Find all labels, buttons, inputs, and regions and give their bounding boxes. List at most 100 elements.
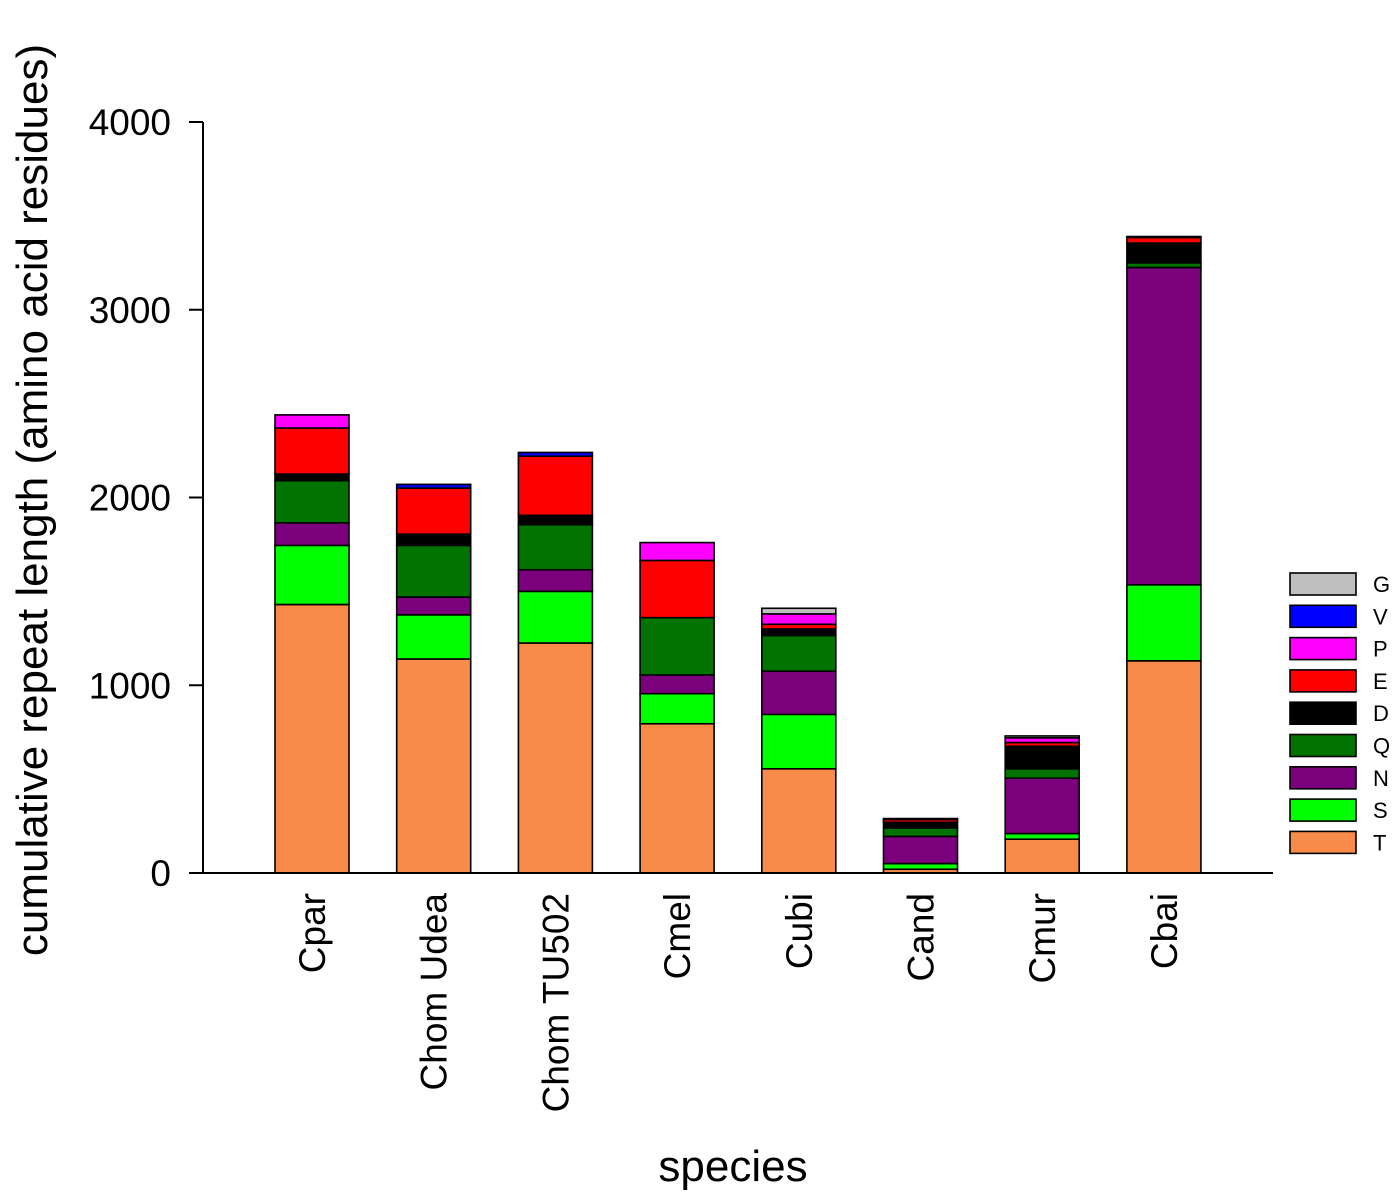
bar-cpar-q	[274, 479, 350, 524]
legend-swatch-e	[1289, 669, 1357, 693]
bar-chom-udea-e	[395, 487, 472, 535]
bar-chom-tu502-d	[517, 514, 594, 526]
legend-entry-p: P	[1289, 636, 1388, 662]
bar-chom-udea-s	[395, 614, 472, 660]
legend-label-p: P	[1373, 637, 1388, 662]
bar-cpar-p	[274, 414, 350, 429]
bar-cmel-n	[639, 674, 715, 695]
legend-swatch-n	[1289, 765, 1357, 790]
bar-cubi-g	[760, 607, 837, 615]
bar-cpar-d	[274, 473, 350, 482]
legend-label-n: N	[1373, 766, 1389, 791]
bar-cmur-s	[1004, 832, 1081, 841]
bar-chom-udea-q	[395, 544, 472, 598]
bar-chom-tu502-s	[517, 590, 594, 644]
y-tick-label-0: 0	[150, 853, 171, 894]
legend-swatch-p	[1289, 636, 1357, 661]
bar-cbai-e	[1126, 236, 1202, 244]
legend-entry-d: D	[1289, 701, 1389, 726]
y-axis-title: cumulative repeat length (amino acid res…	[8, 44, 57, 956]
legend-swatch-q	[1289, 733, 1357, 758]
bar-cmel-q	[639, 616, 715, 676]
y-tick-label-2000: 2000	[89, 478, 171, 519]
bar-chom-udea-d	[395, 533, 472, 547]
y-axis-ticks: 0 1000 2000 3000 4000	[89, 102, 203, 894]
bar-cmel-e	[639, 559, 715, 619]
bar-cand-d	[882, 821, 959, 829]
axes	[202, 122, 1273, 874]
legend-entry-q: Q	[1289, 733, 1390, 759]
x-tick-label-cubi: Cubi	[779, 893, 820, 969]
bar-cmel-t	[639, 722, 715, 874]
legend-swatch-g	[1289, 572, 1357, 596]
bar-cbai-s	[1126, 584, 1202, 662]
bar-cbai-t	[1126, 660, 1202, 874]
bar-cpar-e	[274, 427, 350, 475]
legend-entry-n: N	[1289, 765, 1389, 791]
bar-stack-cmel	[639, 541, 715, 874]
y-tick-label-1000: 1000	[89, 665, 171, 706]
legend-label-q: Q	[1373, 734, 1390, 759]
x-tick-label-cbai: Cbai	[1144, 893, 1185, 969]
bar-cbai-d	[1126, 242, 1202, 264]
bar-cand-s	[882, 862, 959, 871]
legend-entry-v: V	[1289, 604, 1388, 629]
legend-entry-e: E	[1289, 669, 1388, 694]
bar-chom-udea-t	[395, 658, 472, 874]
bar-chom-udea-n	[395, 596, 472, 616]
legend-entry-g: G	[1289, 572, 1390, 597]
bar-cand-n	[882, 835, 959, 865]
bar-cmur-q	[1004, 767, 1081, 779]
x-tick-label-cmur: Cmur	[1022, 893, 1063, 983]
x-axis-title: species	[658, 1142, 807, 1191]
legend-entry-s: S	[1289, 798, 1388, 823]
bar-stack-chom-udea	[395, 483, 472, 874]
bar-cand-p	[882, 817, 959, 821]
x-tick-label-cpar: Cpar	[292, 893, 333, 973]
bar-cubi-s	[760, 713, 837, 770]
legend-entry-t: T	[1289, 830, 1386, 855]
x-tick-label-chom-udea: Chom Udea	[414, 893, 455, 1091]
bar-stack-cmur	[1004, 735, 1081, 874]
bar-chom-tu502-t	[517, 642, 594, 874]
bar-cmur-n	[1004, 777, 1081, 835]
bar-cubi-p	[760, 613, 837, 626]
bar-stack-cbai	[1126, 235, 1202, 874]
bar-cmel-s	[639, 692, 715, 725]
legend-swatch-v	[1289, 604, 1357, 629]
bar-cubi-d	[760, 628, 837, 637]
bar-stack-cand	[882, 817, 959, 874]
bar-cpar-s	[274, 544, 350, 606]
legend-label-d: D	[1373, 701, 1389, 726]
legend-label-v: V	[1373, 604, 1388, 629]
legend-label-g: G	[1373, 572, 1390, 597]
bar-cmur-d	[1004, 745, 1081, 770]
bar-cmel-p	[639, 541, 715, 562]
legend-swatch-s	[1289, 798, 1357, 822]
bar-stacks	[274, 235, 1202, 874]
x-tick-label-chom-tu502: Chom TU502	[535, 893, 576, 1112]
bar-stack-cpar	[274, 414, 350, 874]
x-axis-category-labels: Cpar Chom Udea Chom TU502 Cmel Cubi Cand Cmur C…	[292, 893, 1185, 1113]
bar-stack-cubi	[760, 607, 837, 874]
bar-cbai-n	[1126, 266, 1202, 586]
bar-cubi-q	[760, 634, 837, 672]
bar-stack-chom-tu502	[517, 451, 594, 874]
x-tick-label-cmel: Cmel	[657, 893, 698, 979]
bar-chom-tu502-q	[517, 523, 594, 571]
bar-chom-udea-v	[395, 483, 472, 489]
y-tick-label-4000: 4000	[89, 102, 171, 143]
bar-chom-tu502-v	[517, 451, 594, 457]
legend-swatch-t	[1289, 830, 1357, 855]
bar-cmur-t	[1004, 838, 1081, 874]
bar-cpar-n	[274, 522, 350, 547]
x-tick-label-cand: Cand	[901, 893, 942, 981]
legend-label-s: S	[1373, 798, 1388, 823]
bar-cubi-t	[760, 767, 837, 874]
bar-cpar-t	[274, 603, 350, 874]
bar-cand-q	[882, 827, 959, 838]
legend-label-t: T	[1373, 830, 1386, 855]
bar-chom-tu502-e	[517, 455, 594, 517]
